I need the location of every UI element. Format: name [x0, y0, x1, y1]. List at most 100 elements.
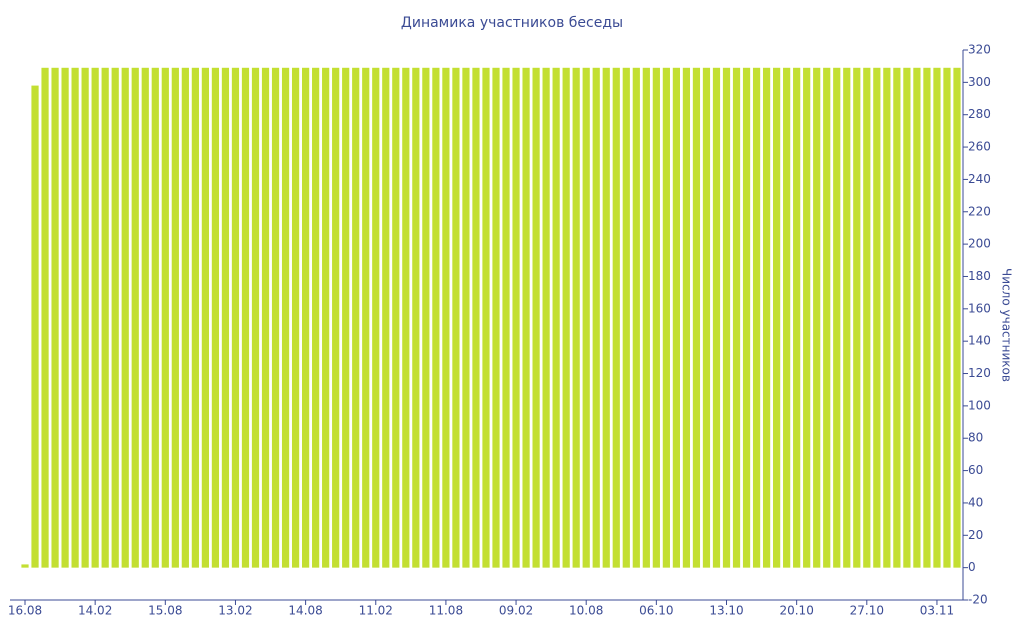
bar — [803, 67, 811, 568]
bar — [141, 67, 149, 568]
bar — [762, 67, 771, 568]
bar — [913, 67, 921, 568]
bar — [562, 67, 570, 568]
bar — [462, 67, 470, 568]
y-tick-label: 180 — [968, 269, 991, 283]
bar — [111, 67, 119, 568]
bar — [602, 67, 610, 568]
chart-title: Динамика участников беседы — [401, 15, 623, 31]
bar — [482, 67, 490, 568]
bar — [622, 67, 630, 568]
bar — [783, 67, 791, 568]
bar — [492, 67, 500, 568]
bar — [271, 67, 280, 568]
y-tick-label: 60 — [968, 463, 983, 477]
bar — [933, 67, 941, 568]
bar — [512, 67, 520, 568]
bar — [953, 67, 961, 568]
bar — [352, 67, 360, 568]
bar — [472, 67, 480, 568]
x-tick-label: 13.02 — [218, 604, 252, 618]
bar — [41, 67, 49, 568]
bar — [893, 67, 901, 568]
bar — [582, 67, 590, 568]
bar — [251, 67, 260, 568]
bar — [522, 67, 530, 568]
bar — [151, 67, 159, 568]
y-tick-label: 0 — [968, 560, 976, 574]
bar — [943, 67, 951, 568]
bar — [342, 67, 350, 568]
bar — [291, 67, 300, 568]
y-axis-label: Число участников — [1000, 268, 1014, 382]
bar — [392, 67, 400, 568]
bar — [161, 67, 169, 568]
y-tick-label: 20 — [968, 528, 983, 542]
y-tick-label: 280 — [968, 107, 991, 121]
bar — [742, 67, 751, 568]
bar — [823, 67, 831, 568]
bar — [863, 67, 871, 568]
bar — [843, 67, 851, 568]
y-tick-label: 80 — [968, 431, 983, 445]
bar — [903, 67, 911, 568]
bar — [772, 67, 781, 568]
y-tick-label: 300 — [968, 75, 991, 89]
bar — [91, 67, 99, 568]
bar — [432, 67, 440, 568]
bar — [652, 67, 660, 568]
y-tick-label: 220 — [968, 204, 991, 218]
x-tick-label: 27.10 — [850, 604, 884, 618]
x-tick-label: 10.08 — [569, 604, 603, 618]
bar — [452, 67, 460, 568]
bar — [181, 67, 189, 568]
bar — [31, 85, 39, 568]
y-tick-label: 100 — [968, 398, 991, 412]
x-tick-label: 11.02 — [359, 604, 393, 618]
bar — [572, 67, 580, 568]
bar — [211, 67, 220, 568]
bar — [372, 67, 380, 568]
bar — [672, 67, 681, 568]
x-tick-label: 20.10 — [779, 604, 813, 618]
bar — [322, 67, 330, 568]
bar — [81, 67, 89, 568]
bar — [662, 67, 670, 568]
bar — [592, 67, 600, 568]
bar — [362, 67, 370, 568]
bar — [532, 67, 540, 568]
y-tick-label: 320 — [968, 43, 991, 57]
bar — [51, 67, 59, 568]
bar — [632, 67, 640, 568]
bar — [612, 67, 620, 568]
bar — [312, 67, 320, 568]
x-tick-label: 09.02 — [499, 604, 533, 618]
bar — [231, 67, 240, 568]
bar — [171, 67, 179, 568]
x-tick-label: 11.08 — [429, 604, 463, 618]
bar — [442, 67, 450, 568]
x-tick-label: 16.08 — [8, 604, 42, 618]
y-tick-label: 260 — [968, 140, 991, 154]
bar — [382, 67, 390, 568]
y-tick-label: 240 — [968, 172, 991, 186]
bar — [692, 67, 701, 568]
bar — [833, 67, 841, 568]
bar — [502, 67, 510, 568]
x-tick-label: 14.08 — [288, 604, 322, 618]
x-tick-label: 13.10 — [709, 604, 743, 618]
bar — [853, 67, 861, 568]
bar — [422, 67, 430, 568]
bar — [552, 67, 560, 568]
x-tick-label: 14.02 — [78, 604, 112, 618]
bar — [281, 67, 290, 568]
y-tick-label: 40 — [968, 495, 983, 509]
bar — [732, 67, 741, 568]
y-tick-label: 160 — [968, 301, 991, 315]
x-tick-label: 06.10 — [639, 604, 673, 618]
bar — [121, 67, 129, 568]
bar — [191, 67, 199, 568]
bar — [332, 67, 340, 568]
